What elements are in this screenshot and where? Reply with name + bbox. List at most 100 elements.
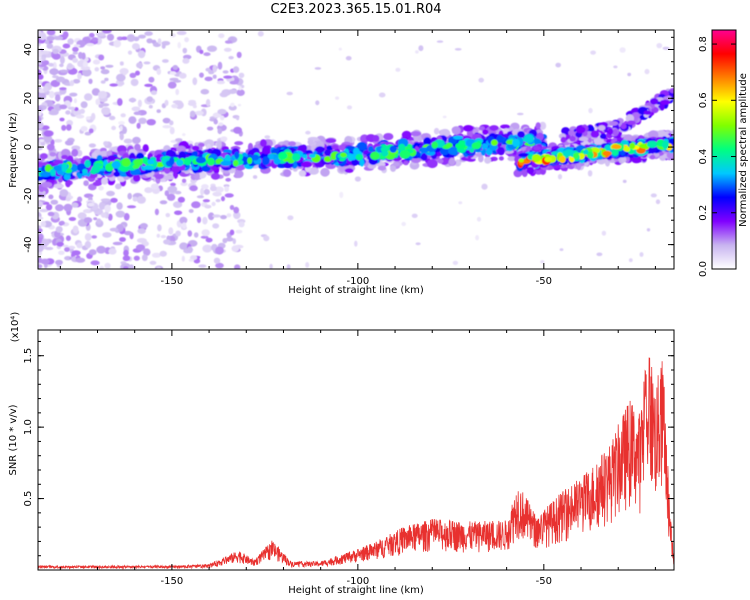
heatmap-cell (38, 32, 47, 41)
heatmap-cell (151, 252, 161, 258)
heatmap-cell (229, 229, 235, 236)
heatmap-cell (215, 199, 221, 203)
heatmap-cell (195, 110, 204, 116)
heatmap-cell (64, 247, 70, 252)
heatmap-cell (169, 156, 175, 166)
heatmap-cell (233, 126, 243, 134)
colorbar: 0.0 0.2 0.4 0.6 0.8 Normalized spectral ampl… (698, 29, 749, 277)
heatmap-cell (195, 156, 206, 164)
heatmap-cell (53, 165, 62, 172)
heatmap-cell (130, 78, 139, 87)
heatmap-cell (119, 125, 123, 131)
heatmap-cell (372, 134, 380, 142)
heatmap-cell (451, 126, 461, 135)
heatmap-cell (91, 88, 100, 96)
heatmap-cell (662, 96, 672, 101)
heatmap-cell (627, 120, 636, 125)
heatmap-cell (415, 50, 419, 54)
heatmap-cell (602, 150, 612, 157)
heatmap-cell (126, 205, 137, 209)
heatmap-cell (540, 260, 545, 264)
heatmap-cell (644, 68, 650, 75)
heatmap-cell (599, 133, 607, 140)
heatmap-cell (45, 204, 53, 211)
heatmap-cell (106, 33, 115, 41)
heatmap-cell (46, 43, 54, 49)
heatmap-cell (75, 114, 85, 119)
heatmap-cell (167, 185, 178, 193)
heatmap-cell (98, 185, 104, 191)
heatmap-cell (108, 213, 113, 221)
heatmap-cell (205, 237, 213, 243)
heatmap-cell (83, 180, 89, 187)
heatmap-cell (458, 201, 463, 205)
heatmap-cell (169, 71, 177, 76)
heatmap-cell (330, 152, 337, 161)
heatmap-cell (128, 264, 135, 269)
heatmap-cell (335, 96, 340, 100)
heatmap-cell (199, 72, 204, 78)
heatmap-cell (161, 43, 166, 49)
heatmap-cell (38, 61, 42, 65)
heatmap-cell (179, 216, 188, 224)
heatmap-cell (154, 208, 159, 216)
heatmap-cell (490, 139, 498, 146)
heatmap-cell (170, 182, 176, 187)
colorbar-tick-label: 0.8 (698, 36, 709, 52)
heatmap-cell (58, 250, 65, 255)
heatmap-cell (662, 46, 670, 50)
heatmap-cell (48, 62, 54, 67)
heatmap-cell (80, 126, 88, 132)
heatmap-cell (222, 238, 228, 244)
heatmap-cell (668, 138, 674, 145)
heatmap-cell (95, 98, 101, 106)
heatmap-cell (120, 113, 126, 118)
heatmap-cell (90, 260, 100, 266)
heatmap-cell (77, 212, 87, 220)
heatmap-cell (631, 156, 642, 164)
heatmap-cell (587, 151, 594, 159)
heatmap-cell (38, 139, 45, 143)
heatmap-cell (557, 174, 563, 180)
heatmap-cell (165, 149, 175, 159)
heatmap-cell (208, 212, 215, 221)
heatmap-cell (104, 77, 109, 82)
heatmap-cell (38, 116, 42, 123)
heatmap-cell (63, 203, 73, 212)
heatmap-cell (213, 118, 218, 125)
heatmap-cell (601, 230, 607, 236)
heatmap-cell (38, 236, 43, 244)
heatmap-cell (75, 257, 86, 263)
heatmap-cell (315, 100, 320, 106)
heatmap-cell (234, 141, 244, 146)
heatmap-cell (222, 70, 229, 74)
heatmap-cell (555, 62, 561, 68)
heatmap-cell (100, 103, 110, 107)
heatmap-cell (221, 196, 225, 202)
heatmap-cell (611, 147, 619, 156)
heatmap-cell (98, 54, 105, 61)
heatmap-cell (560, 136, 567, 143)
heatmap-cell (48, 90, 55, 99)
heatmap-cell (479, 126, 485, 131)
heatmap-cell (162, 117, 171, 124)
heatmap-cell (377, 165, 387, 171)
heatmap-cell (146, 119, 156, 126)
heatmap-cell (156, 233, 160, 238)
heatmap-cell (257, 31, 264, 37)
heatmap-cell (91, 235, 97, 239)
heatmap-cell (113, 171, 121, 178)
heatmap-cell (162, 125, 172, 129)
heatmap-cell (370, 151, 380, 160)
heatmap-cell (188, 209, 194, 213)
heatmap-cell (99, 265, 104, 269)
heatmap-cell (575, 126, 586, 134)
heatmap-cell (442, 115, 447, 119)
heatmap-cell (191, 150, 198, 157)
heatmap-cell (217, 108, 227, 115)
heatmap-cell (573, 152, 579, 160)
heatmap-cell (231, 245, 240, 252)
heatmap-cell (115, 183, 122, 190)
heatmap-cell (202, 199, 210, 203)
